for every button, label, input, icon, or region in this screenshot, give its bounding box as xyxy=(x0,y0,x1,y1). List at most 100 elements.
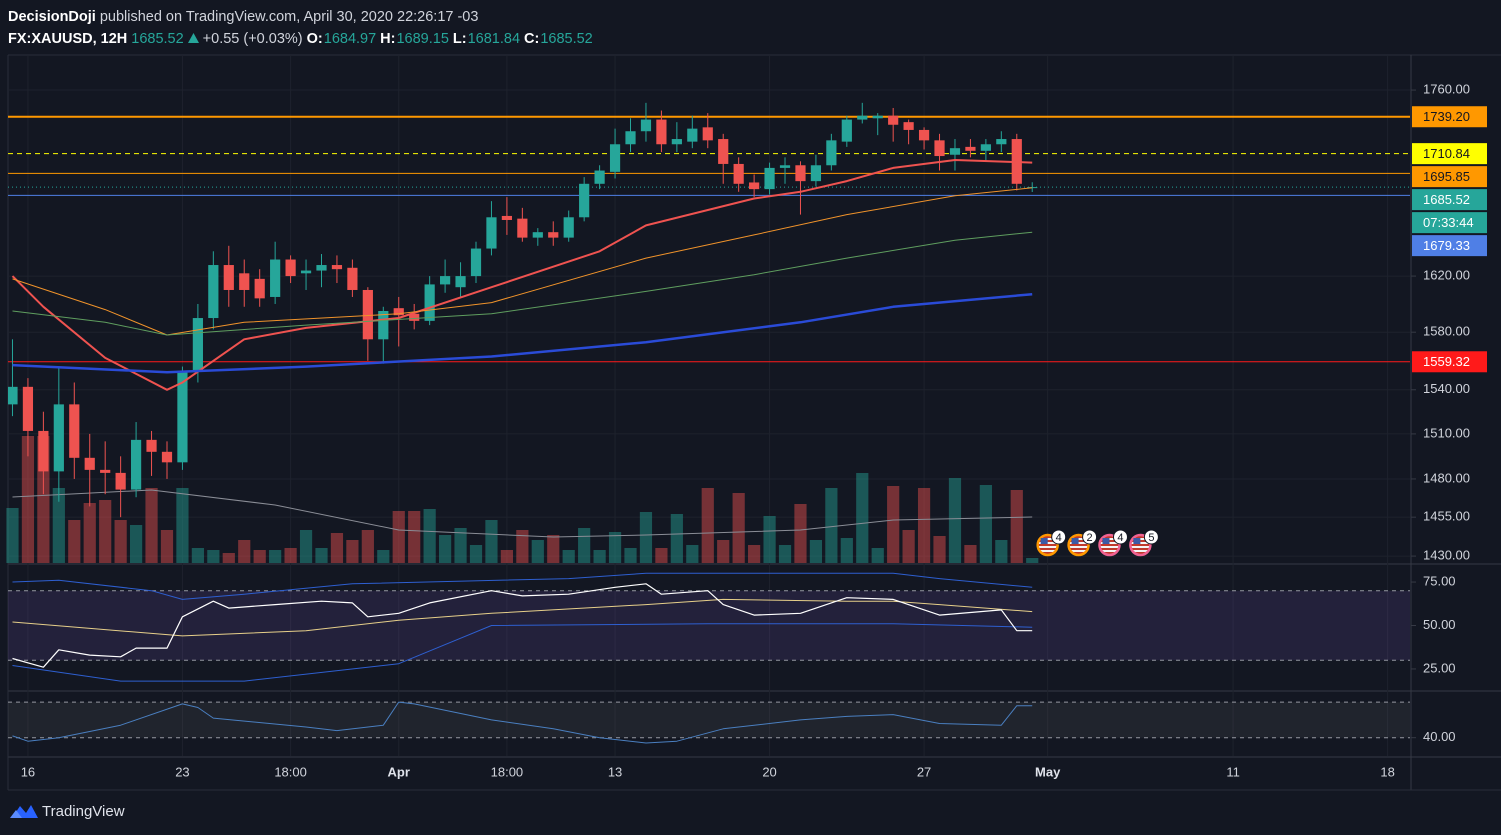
ohlc-value: 1685.52 xyxy=(540,31,593,47)
volume-bar xyxy=(284,548,297,563)
axes: 16 23 18:00 Apr 18:00 13 20 27 May 11 18 1760.00 162… xyxy=(21,81,1487,779)
candle-body xyxy=(888,115,899,125)
candle-body xyxy=(409,313,420,321)
indicator-line xyxy=(12,583,1033,668)
candle-body xyxy=(223,265,234,290)
header: DecisionDoji published on TradingView.com… xyxy=(8,6,597,50)
y-tick-label: 1480.00 xyxy=(1423,470,1470,485)
x-tick-label: 11 xyxy=(1226,764,1240,779)
candle-body xyxy=(980,144,991,151)
volume-bar xyxy=(176,488,189,563)
brand-logo xyxy=(10,805,38,818)
events: 4 2 4 5 xyxy=(1036,529,1159,557)
candle-body xyxy=(563,217,574,238)
candle-body xyxy=(146,439,157,452)
volume-bar xyxy=(1010,490,1023,563)
candle-body xyxy=(594,170,605,184)
volume-bar xyxy=(964,545,977,563)
price-label: 1559.32 xyxy=(1423,354,1470,369)
candle-body xyxy=(640,119,652,132)
event-canton xyxy=(1071,538,1079,544)
y-tick-label: 1430.00 xyxy=(1423,548,1470,563)
event-canton xyxy=(1133,538,1141,544)
y-tick-label: 50.00 xyxy=(1423,617,1456,632)
volume-bar xyxy=(52,488,65,563)
volume-bar xyxy=(469,545,483,563)
logo-shape xyxy=(10,810,22,818)
candle-body xyxy=(749,182,760,190)
x-tick-label: 27 xyxy=(917,764,931,779)
ohlc-label: C: xyxy=(524,31,540,47)
event-icon: 5 xyxy=(1129,529,1159,557)
levels xyxy=(8,115,1410,363)
volume-bar xyxy=(516,530,529,563)
volume-bar xyxy=(346,540,359,563)
published: published on TradingView.com, April 30, … xyxy=(99,9,479,25)
x-tick-label: 13 xyxy=(608,764,622,779)
candle-body xyxy=(949,148,961,155)
y-tick-label: 1510.00 xyxy=(1423,425,1470,440)
event-badge xyxy=(1112,529,1128,545)
indicator-line xyxy=(12,572,1033,600)
event-count: 4 xyxy=(1056,532,1062,544)
ohlc-label: L: xyxy=(452,31,467,47)
event-count: 2 xyxy=(1087,532,1093,544)
price-label-bg xyxy=(1412,235,1487,257)
volume-bar xyxy=(1026,558,1039,563)
legend-line: FX:XAUUSD, 12H 1685.52 +0.55 (+0.03%) O:168… xyxy=(8,28,597,50)
volume-bar xyxy=(269,550,282,563)
price-label: 1679.33 xyxy=(1423,238,1470,253)
volume xyxy=(6,436,1039,563)
candle-body xyxy=(362,289,373,340)
event-badge xyxy=(1143,529,1159,545)
x-tick-label: 18:00 xyxy=(274,764,307,779)
volume-bar xyxy=(809,540,823,563)
price-label-bg xyxy=(1412,106,1487,128)
y-tick-label: 1455.00 xyxy=(1423,509,1470,524)
candle-body xyxy=(316,265,327,271)
volume-bar xyxy=(578,528,591,563)
volume-bar xyxy=(145,488,158,563)
candle-body xyxy=(285,259,296,277)
price-label-bg xyxy=(1412,212,1487,234)
volume-bar xyxy=(6,508,19,563)
volume-bar xyxy=(748,545,761,563)
volume-bar xyxy=(68,520,81,563)
volume-bar xyxy=(423,509,436,563)
volume-bar xyxy=(160,530,174,563)
volume-bar xyxy=(624,548,637,563)
candle-body xyxy=(393,308,404,316)
candle-body xyxy=(996,139,1007,145)
candle-body xyxy=(208,265,219,319)
volume-bar xyxy=(763,516,776,563)
candle-body xyxy=(84,457,95,470)
moving-average xyxy=(11,159,1033,391)
event-badge xyxy=(1082,529,1098,545)
volume-bar xyxy=(439,535,452,563)
volume-bar xyxy=(902,530,915,563)
volume-bar xyxy=(377,550,390,563)
candles xyxy=(8,102,1038,518)
volume-bar xyxy=(948,478,962,563)
candle-body xyxy=(841,119,852,142)
event-icon: 4 xyxy=(1036,529,1067,557)
candle-body xyxy=(718,139,729,164)
candle-body xyxy=(934,140,945,157)
candle-body xyxy=(347,267,358,290)
y-tick-label: 75.00 xyxy=(1423,573,1456,588)
candle-body xyxy=(918,129,930,141)
indicator-line xyxy=(12,701,1033,744)
candle-body xyxy=(579,183,590,218)
price-label: 1685.52 xyxy=(1423,192,1470,207)
volume-bar xyxy=(454,528,467,563)
candle-body xyxy=(69,404,80,458)
volume-bar xyxy=(887,486,900,563)
volume-bar xyxy=(191,548,204,563)
candle-body xyxy=(702,127,713,141)
volume-bar xyxy=(408,511,421,563)
ohlc-label: H: xyxy=(380,31,396,47)
candle-body xyxy=(779,165,791,168)
price-label-bg xyxy=(1412,351,1487,373)
